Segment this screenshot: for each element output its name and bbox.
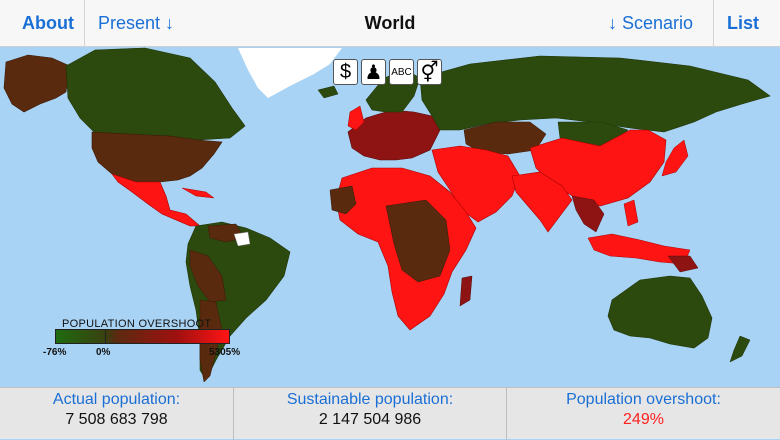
- usa-shape[interactable]: [91, 131, 223, 183]
- philippines-shape[interactable]: [623, 199, 639, 227]
- cuba-shape[interactable]: [181, 187, 215, 199]
- southeast-asia-shape[interactable]: [571, 195, 605, 233]
- statistics-bar: Actual population: 7 508 683 798 Sustain…: [0, 387, 780, 440]
- alaska-shape[interactable]: [3, 54, 71, 113]
- west-africa-shape[interactable]: [329, 185, 357, 215]
- papua-new-guinea-shape[interactable]: [667, 255, 699, 273]
- actual-population-label: Actual population:: [52, 391, 181, 408]
- map-mode-toolbar: $ ♟ ABC ⚥: [333, 59, 442, 85]
- legend-zero-marker: [105, 329, 106, 344]
- japan-shape[interactable]: [661, 139, 689, 177]
- central-africa-shape[interactable]: [385, 199, 451, 283]
- peru-bolivia-shape[interactable]: [189, 249, 227, 303]
- uk-shape[interactable]: [347, 105, 365, 131]
- sustainable-population-stat: Sustainable population: 2 147 504 986: [234, 388, 506, 440]
- legend-mid-label: 0%: [96, 347, 111, 358]
- greenland-shape[interactable]: [238, 48, 342, 98]
- population-overshoot-value: 249%: [623, 411, 664, 428]
- legend-max-label: 5305%: [209, 347, 241, 358]
- population-overshoot-stat: Population overshoot: 249%: [507, 388, 780, 440]
- australia-shape[interactable]: [607, 275, 713, 349]
- divider: [713, 0, 714, 47]
- madagascar-shape[interactable]: [459, 275, 473, 307]
- canada-shape[interactable]: [65, 47, 246, 141]
- page-title: World: [364, 13, 416, 33]
- divider: [233, 388, 234, 440]
- actual-population-stat: Actual population: 7 508 683 798: [0, 388, 233, 440]
- mexico-shape[interactable]: [111, 173, 201, 227]
- population-overshoot-label: Population overshoot:: [566, 391, 721, 408]
- about-button[interactable]: About: [22, 13, 74, 33]
- divider: [506, 388, 507, 440]
- abc-icon[interactable]: ABC: [389, 59, 414, 85]
- scenario-dropdown-button[interactable]: ↓ Scenario: [608, 13, 694, 33]
- india-shape[interactable]: [511, 171, 573, 233]
- present-dropdown-button[interactable]: Present ↓: [98, 13, 175, 33]
- legend-min-label: -76%: [43, 347, 67, 358]
- legend-color-scale: [55, 329, 230, 344]
- middle-east-shape[interactable]: [431, 145, 521, 223]
- gender-icon[interactable]: ⚥: [417, 59, 442, 85]
- divider: [84, 0, 85, 47]
- top-navigation-bar: About Present ↓ World ↓ Scenario List: [0, 0, 780, 47]
- sustainable-population-label: Sustainable population:: [286, 391, 454, 408]
- list-button[interactable]: List: [727, 13, 760, 33]
- legend-title: POPULATION OVERSHOOT: [62, 318, 212, 330]
- sustainable-population-value: 2 147 504 986: [318, 411, 422, 428]
- new-zealand-shape[interactable]: [729, 335, 751, 363]
- iceland-shape[interactable]: [317, 85, 339, 99]
- woman-icon[interactable]: ♟: [361, 59, 386, 85]
- actual-population-value: 7 508 683 798: [65, 411, 168, 428]
- russia-shape[interactable]: [419, 55, 771, 133]
- dollar-icon[interactable]: $: [333, 59, 358, 85]
- guiana-shape[interactable]: [233, 231, 251, 247]
